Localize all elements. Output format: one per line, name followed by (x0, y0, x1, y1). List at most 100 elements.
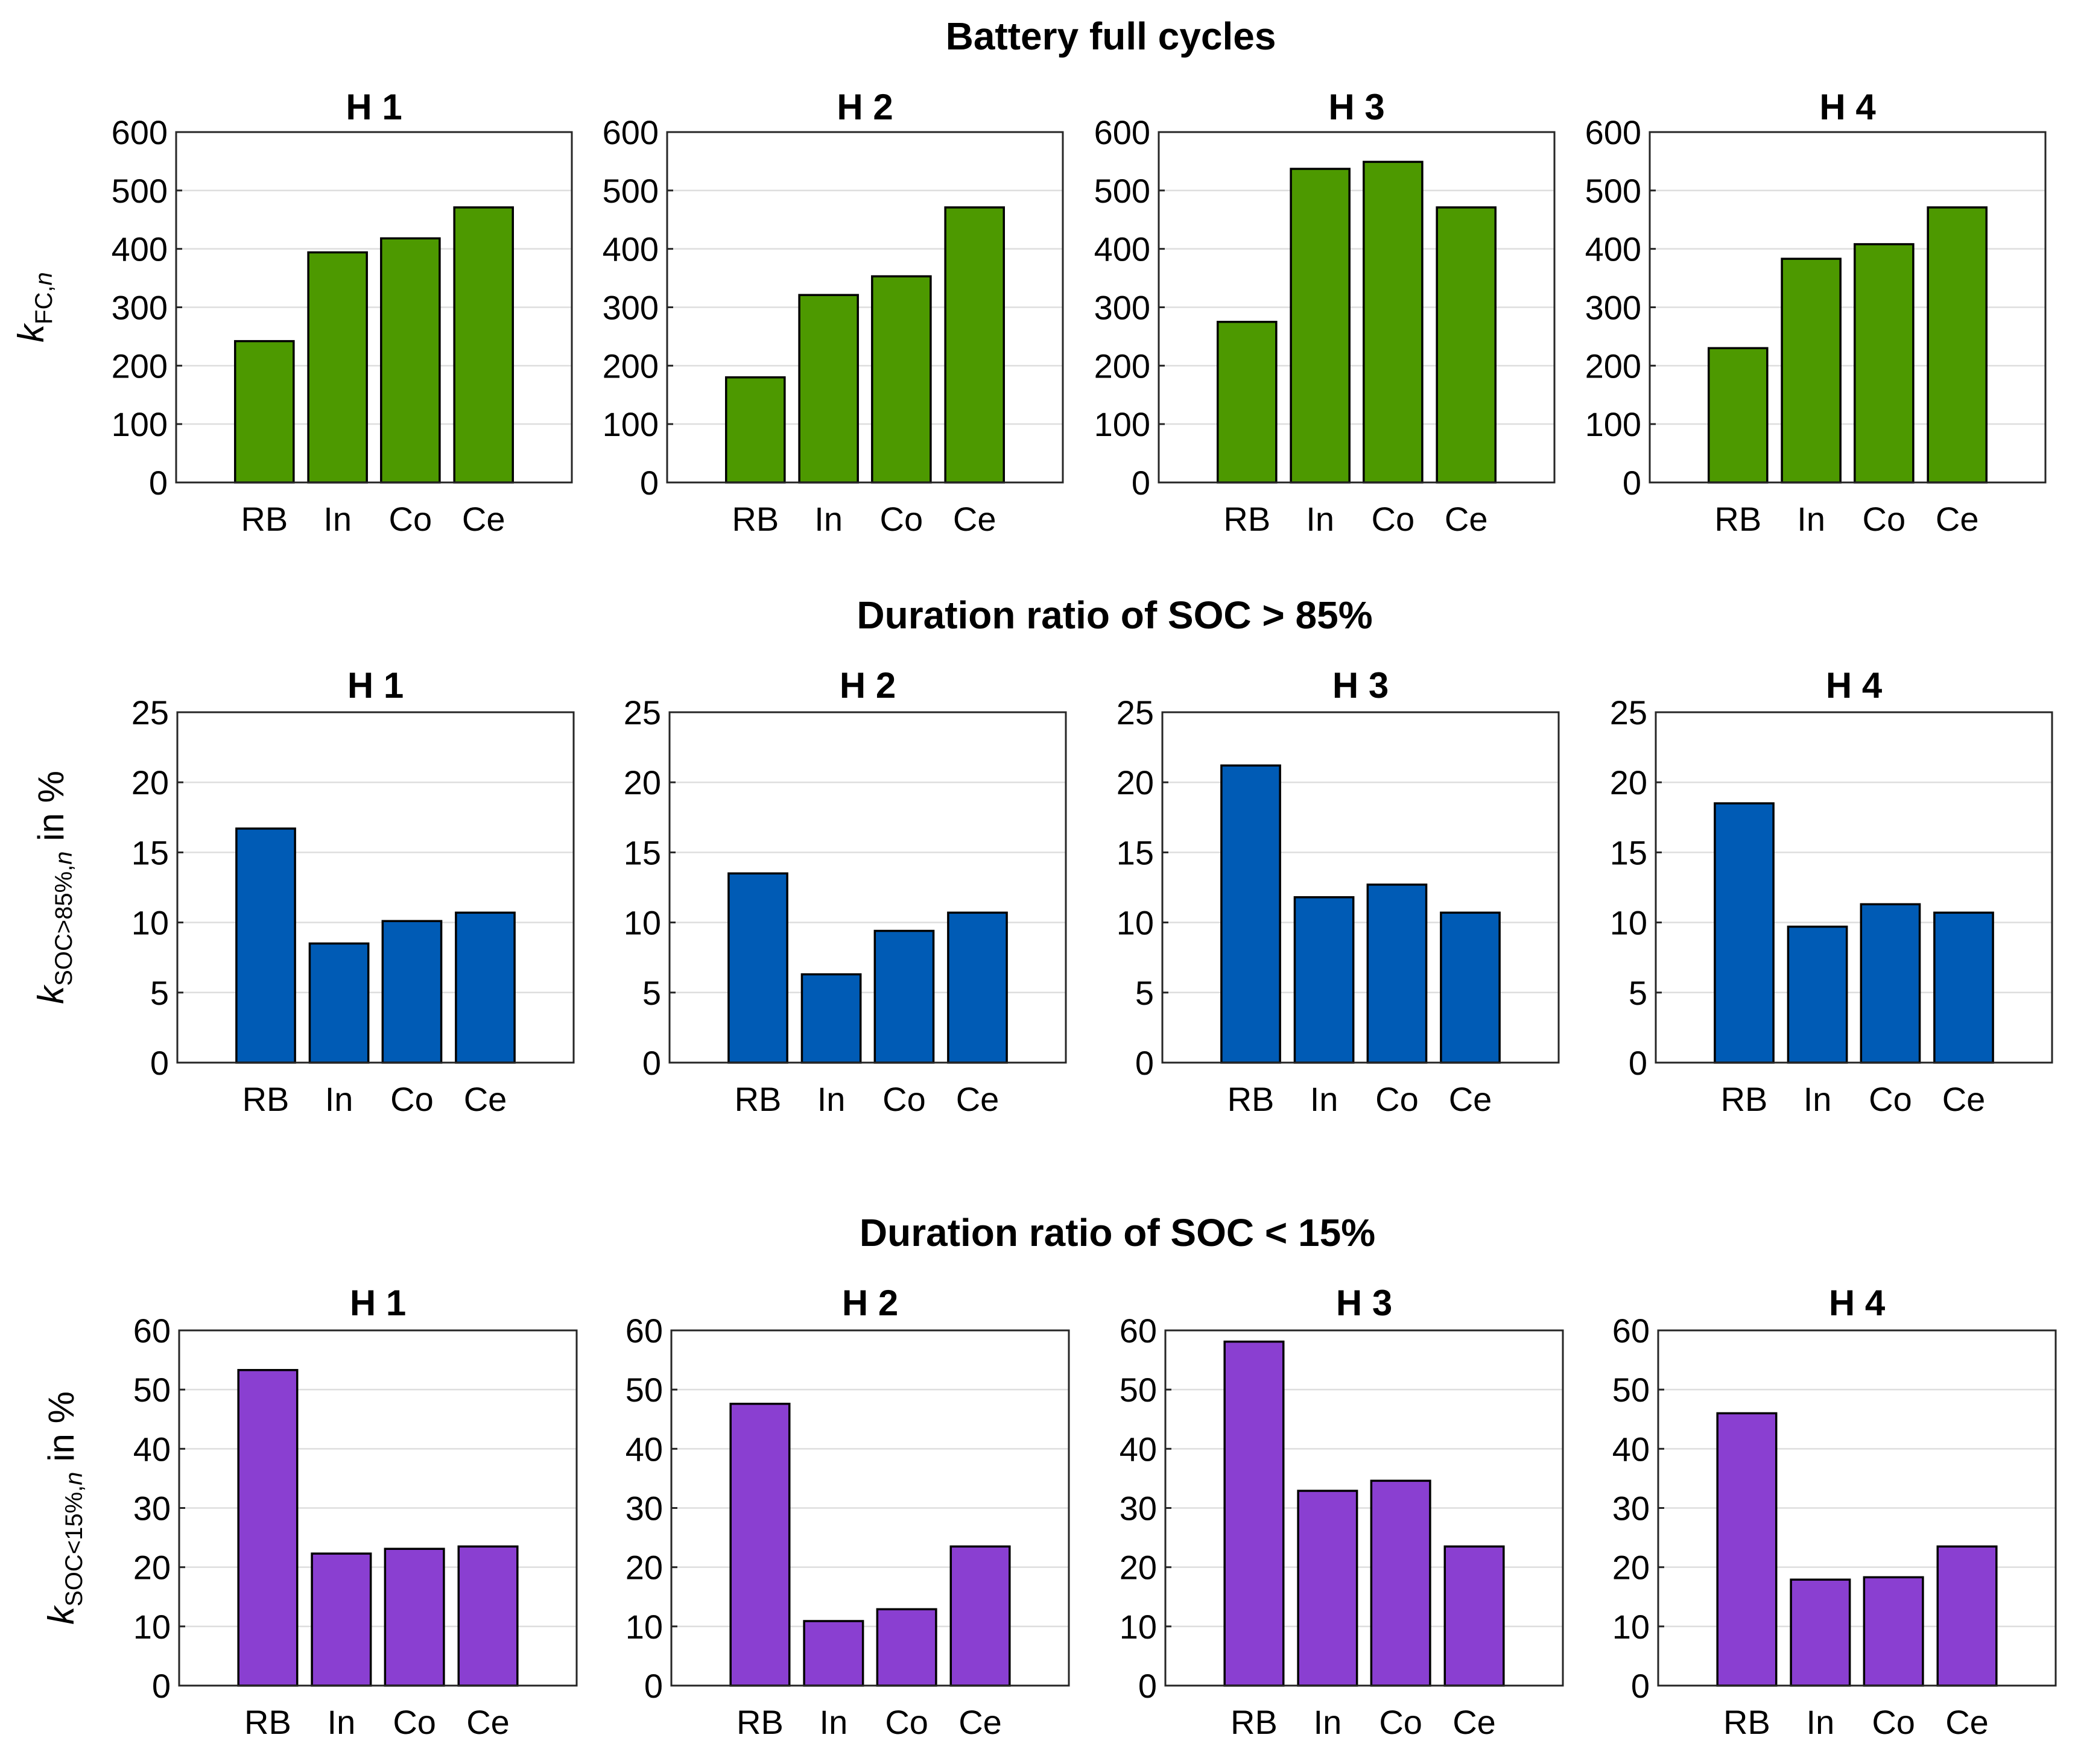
panel-h4: H 4 0 100 200 300 400 500 600 RB In Co Ce (1585, 87, 2047, 538)
x-tick-label: Co (393, 1703, 436, 1741)
bar-co (1854, 243, 1915, 484)
bar-ce (1443, 1545, 1505, 1687)
panel-h3: H 3 0 5 10 15 20 25 RB In Co Ce (1117, 665, 1560, 1118)
bar-ce (455, 911, 516, 1064)
bar-rb (727, 872, 788, 1064)
x-tick-label: RB (1223, 500, 1270, 538)
x-tick-label: RB (732, 500, 779, 538)
bar-rb (233, 340, 295, 484)
x-tick-label: In (325, 1080, 353, 1118)
panel-h2: H 2 0 10 20 30 40 50 60 RB In Co Ce (626, 1283, 1070, 1741)
x-tick-label: In (323, 500, 352, 538)
y-tick-label: 20 (1612, 1549, 1650, 1587)
bar-co (1370, 1479, 1431, 1687)
bar-in (1293, 896, 1355, 1064)
y-tick-label: 30 (1120, 1490, 1157, 1528)
y-tick-label: 0 (640, 464, 659, 502)
y-tick-label: 500 (112, 172, 168, 210)
y-tick-label: 10 (1612, 1608, 1650, 1646)
bar-in (311, 1552, 372, 1687)
axes-box (1161, 711, 1560, 1064)
bar-rb (237, 1369, 299, 1687)
x-tick-label: Co (1372, 500, 1415, 538)
y-tick-label: 30 (1612, 1490, 1650, 1528)
x-tick-label: Ce (466, 1703, 510, 1741)
y-tick-label: 10 (1610, 904, 1647, 942)
chart-row-1: Battery full cycles kFC,n H 1 0 100 200 300 400… (11, 14, 2047, 538)
y-tick-label: 50 (1120, 1371, 1157, 1409)
bar-co (873, 929, 935, 1064)
x-tick-label: Ce (1445, 500, 1488, 538)
bar-co (1366, 884, 1428, 1064)
bar-in (1297, 1490, 1358, 1687)
x-tick-label: In (1804, 1080, 1832, 1118)
panel-title: H 2 (842, 1283, 898, 1323)
y-tick-label: 5 (1629, 974, 1647, 1012)
y-tick-label: 600 (1094, 113, 1150, 151)
y-tick-label: 25 (1117, 694, 1154, 732)
bar-in (800, 973, 862, 1064)
x-tick-label: In (1306, 500, 1334, 538)
x-tick-label: Ce (958, 1703, 1002, 1741)
panel-title: H 4 (1819, 87, 1876, 127)
y-tick-label: 10 (624, 904, 661, 942)
x-tick-label: Ce (953, 500, 996, 538)
bar-ce (1436, 206, 1497, 484)
y-tick-label: 60 (1120, 1312, 1157, 1350)
y-tick-label: 100 (1585, 405, 1641, 443)
y-tick-label: 600 (112, 113, 168, 151)
y-tick-label: 100 (603, 405, 659, 443)
y-tick-label: 10 (131, 904, 169, 942)
y-tick-label: 50 (1612, 1371, 1650, 1409)
panel-h1: H 1 0 100 200 300 400 500 600 RB In Co Ce (112, 87, 573, 538)
y-tick-label: 0 (642, 1044, 661, 1082)
y-tick-label: 5 (1135, 974, 1154, 1012)
y-tick-label: 15 (1117, 833, 1154, 871)
y-tick-label: 25 (624, 694, 661, 732)
y-tick-label: 0 (1135, 1044, 1154, 1082)
x-tick-label: RB (1721, 1080, 1768, 1118)
bar-ce (1440, 911, 1501, 1064)
x-tick-label: In (1310, 1080, 1338, 1118)
bar-rb (1716, 1412, 1778, 1687)
x-tick-label: Ce (1449, 1080, 1492, 1118)
x-tick-label: Co (390, 1080, 434, 1118)
bar-rb (1223, 1340, 1285, 1687)
y-tick-label: 500 (603, 172, 659, 210)
bar-rb (1714, 802, 1775, 1064)
x-tick-label: RB (242, 1080, 290, 1118)
y-tick-label: 0 (152, 1667, 171, 1705)
bar-rb (1707, 347, 1769, 484)
x-tick-label: Co (389, 500, 432, 538)
y-tick-label: 60 (1612, 1312, 1650, 1350)
chart-row-2: Duration ratio of SOC > 85% kSOC>85%,n in… (31, 593, 2053, 1118)
bar-co (1863, 1576, 1924, 1687)
x-tick-label: RB (1714, 500, 1761, 538)
y-tick-label: 40 (1120, 1430, 1157, 1468)
y-tick-label: 200 (1585, 347, 1641, 385)
bar-rb (724, 376, 786, 484)
axes-box (176, 711, 575, 1064)
x-tick-label: RB (1723, 1703, 1770, 1741)
y-tick-label: 600 (603, 113, 659, 151)
panel-title: H 1 (350, 1283, 406, 1323)
x-tick-label: In (820, 1703, 848, 1741)
panel-h3: H 3 0 100 200 300 400 500 600 RB In Co Ce (1094, 87, 1556, 538)
panel-title: H 3 (1328, 87, 1384, 127)
panel-h4: H 4 0 5 10 15 20 25 RB In Co Ce (1610, 665, 2053, 1118)
x-tick-label: In (817, 1080, 846, 1118)
x-tick-label: RB (244, 1703, 291, 1741)
x-tick-label: In (1314, 1703, 1342, 1741)
y-tick-label: 10 (133, 1608, 171, 1646)
y-tick-label: 100 (112, 405, 168, 443)
y-tick-label: 15 (131, 833, 169, 871)
x-tick-label: Ce (956, 1080, 999, 1118)
bar-in (1290, 168, 1351, 484)
y-tick-label: 300 (603, 289, 659, 327)
row-title: Battery full cycles (946, 14, 1276, 58)
x-tick-label: RB (735, 1080, 782, 1118)
x-tick-label: RB (1231, 1703, 1278, 1741)
y-tick-label: 0 (1132, 464, 1150, 502)
y-tick-label: 0 (150, 1044, 169, 1082)
